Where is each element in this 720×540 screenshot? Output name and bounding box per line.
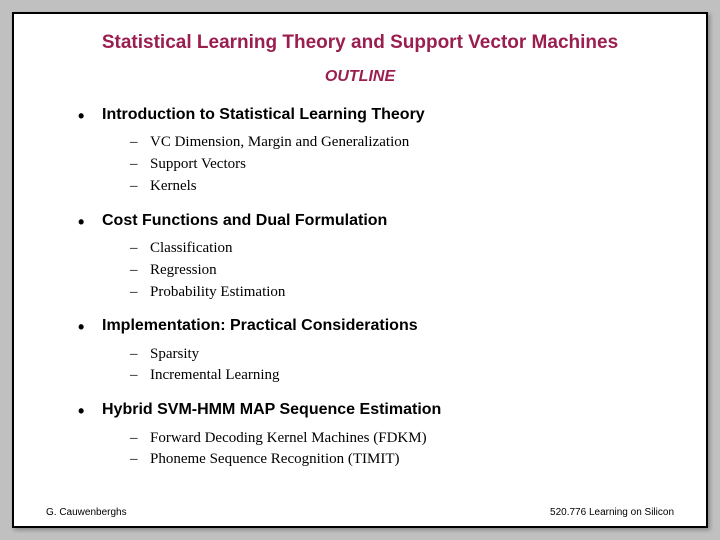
list-item: Phoneme Sequence Recognition (TIMIT) xyxy=(130,449,676,471)
section-heading: Cost Functions and Dual Formulation xyxy=(74,210,676,232)
list-item: Classification xyxy=(130,238,676,260)
section-heading: Implementation: Practical Considerations xyxy=(74,315,676,337)
section: Implementation: Practical Considerations… xyxy=(74,315,676,387)
slide: Statistical Learning Theory and Support … xyxy=(12,12,708,528)
section-heading: Hybrid SVM-HMM MAP Sequence Estimation xyxy=(74,399,676,421)
list-item: Regression xyxy=(130,260,676,282)
list-item: Kernels xyxy=(130,176,676,198)
sublist: Forward Decoding Kernel Machines (FDKM) … xyxy=(74,428,676,472)
section: Introduction to Statistical Learning The… xyxy=(74,104,676,198)
content-area: Introduction to Statistical Learning The… xyxy=(14,104,706,471)
sublist: VC Dimension, Margin and Generalization … xyxy=(74,132,676,197)
footer-right: 520.776 Learning on Silicon xyxy=(550,507,674,518)
sublist: Classification Regression Probability Es… xyxy=(74,238,676,303)
section: Hybrid SVM-HMM MAP Sequence Estimation F… xyxy=(74,399,676,471)
slide-title: Statistical Learning Theory and Support … xyxy=(14,32,706,54)
sublist: Sparsity Incremental Learning xyxy=(74,344,676,388)
list-item: Incremental Learning xyxy=(130,365,676,387)
list-item: VC Dimension, Margin and Generalization xyxy=(130,132,676,154)
footer-left: G. Cauwenberghs xyxy=(46,507,127,518)
section: Cost Functions and Dual Formulation Clas… xyxy=(74,210,676,304)
footer: G. Cauwenberghs 520.776 Learning on Sili… xyxy=(14,507,706,518)
list-item: Probability Estimation xyxy=(130,282,676,304)
list-item: Forward Decoding Kernel Machines (FDKM) xyxy=(130,428,676,450)
slide-subtitle: OUTLINE xyxy=(14,68,706,86)
list-item: Sparsity xyxy=(130,344,676,366)
section-heading: Introduction to Statistical Learning The… xyxy=(74,104,676,126)
list-item: Support Vectors xyxy=(130,154,676,176)
